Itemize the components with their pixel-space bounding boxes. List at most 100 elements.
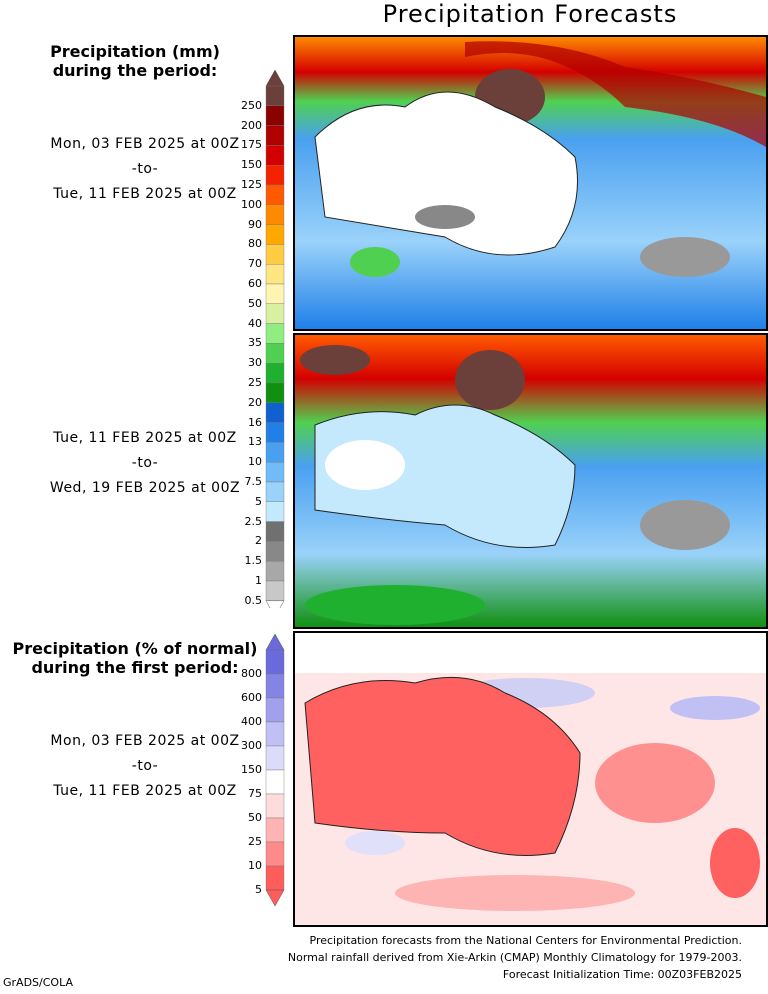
- precip-map-period1: [293, 35, 768, 331]
- precip-mm-swatch: [265, 244, 285, 265]
- period2-from: Tue, 11 FEB 2025 at 00Z: [53, 430, 237, 446]
- precip-map-period1-svg: [295, 37, 766, 329]
- precip-pct-swatch: [265, 697, 285, 723]
- precip-mm-swatch: [265, 481, 285, 502]
- precip-map-period2: [293, 333, 768, 629]
- precip-pct-swatch: [265, 817, 285, 843]
- precip-mm-swatch: [265, 224, 285, 245]
- precip-mm-tick-label: 40: [248, 316, 262, 330]
- precip-mm-tick-label: 25: [248, 376, 262, 389]
- precip-map-period2-svg: [295, 335, 766, 627]
- precip-mm-swatch: [265, 462, 285, 483]
- period1-to-word: -to-: [131, 161, 159, 177]
- precip-mm-tick-label: 1.5: [244, 554, 263, 568]
- precip-mm-tick-label: 175: [241, 138, 262, 152]
- precip-mm-swatch: [265, 501, 285, 522]
- precip-mm-tick-label: 10: [248, 455, 262, 469]
- precip-mm-swatch: [265, 402, 285, 423]
- precip-mm-swatch: [265, 85, 285, 106]
- precip-pct-tick-label: 5: [255, 883, 262, 896]
- precip-mm-tick-label: 200: [241, 118, 262, 132]
- precip-mm-swatch: [265, 164, 285, 186]
- precip-mm-tick-label: 90: [248, 217, 262, 231]
- page-title: Precipitation Forecasts: [382, 0, 678, 28]
- precip-mm-heading-line2: during the period:: [52, 61, 218, 80]
- precip-mm-tick-label: 30: [248, 356, 262, 370]
- precip-mm-colorbar: 250 200 175 150 125 100 90 80 70 60 50 40 35 30 25 20 16…: [236, 68, 296, 618]
- precip-pct-heading-line2: during the first period:: [31, 658, 239, 677]
- period1-to: Tue, 11 FEB 2025 at 00Z: [53, 186, 237, 202]
- precip-mm-swatch: [265, 343, 285, 364]
- precip-pct-swatch: [265, 769, 285, 795]
- period3-to-word: -to-: [131, 758, 159, 774]
- precip-pct-heading: Precipitation (% of normal) during the f…: [0, 639, 270, 677]
- precip-pct-swatch: [265, 649, 285, 675]
- precip-mm-swatch: [265, 521, 285, 542]
- precip-pct-tick-label: 10: [248, 859, 262, 872]
- precip-mm-tick-label: 60: [248, 277, 262, 290]
- precip-mm-swatch: [265, 283, 285, 304]
- precip-mm-tick-label: 35: [248, 336, 262, 350]
- footer-notes: Precipitation forecasts from the Nationa…: [42, 932, 742, 983]
- period3-from: Mon, 03 FEB 2025 at 00Z: [50, 733, 240, 749]
- precip-pct-heading-line1: Precipitation (% of normal): [12, 639, 258, 658]
- precip-mm-tick-label: 100: [241, 197, 262, 211]
- footer-line3: Forecast Initialization Time: 00Z03FEB20…: [502, 968, 742, 981]
- period3-dates: Mon, 03 FEB 2025 at 00Z -to- Tue, 11 FEB…: [20, 733, 270, 799]
- precip-mm-swatch: [265, 442, 285, 463]
- precip-mm-tick-label: 16: [248, 415, 262, 429]
- precip-pct-swatch: [265, 721, 285, 747]
- precip-mm-heading: Precipitation (mm) during the period:: [0, 42, 270, 80]
- precip-pct-bottom-arrow: [265, 889, 285, 907]
- precip-mm-swatch: [265, 580, 285, 601]
- precip-pct-swatch: [265, 673, 285, 699]
- precip-pct-tick-label: 75: [248, 787, 262, 800]
- precip-mm-tick-label: 7.5: [244, 475, 263, 488]
- precip-pct-tick-label: 300: [241, 739, 262, 752]
- precip-mm-swatch: [265, 323, 285, 344]
- precip-pct-swatch: [265, 793, 285, 819]
- precip-mm-tick-label: 250: [241, 98, 262, 112]
- precip-mm-bottom-arrow: [265, 600, 285, 618]
- period1-dates: Mon, 03 FEB 2025 at 00Z -to- Tue, 11 FEB…: [20, 136, 270, 202]
- precip-pct-tick-label: 600: [241, 691, 262, 704]
- precip-pct-colorbar: 800 600 400 300 150 75 50 25 10 5: [236, 632, 296, 917]
- precip-mm-tick-label: 1: [255, 574, 262, 587]
- precip-pct-map-svg: [295, 633, 766, 925]
- precip-pct-colorbar-svg: [265, 633, 285, 907]
- precip-mm-swatch: [265, 363, 285, 384]
- period2-dates: Tue, 11 FEB 2025 at 00Z -to- Wed, 19 FEB…: [20, 430, 270, 496]
- precip-pct-top-arrow: [265, 633, 285, 651]
- precip-mm-swatch: [265, 184, 285, 205]
- period2-to: Wed, 19 FEB 2025 at 00Z: [49, 480, 241, 496]
- precip-mm-swatch: [265, 382, 285, 403]
- grads-cola-label: GrADS/COLA: [3, 976, 73, 989]
- precip-mm-tick-label: 0.5: [244, 593, 263, 607]
- precip-mm-swatch: [265, 204, 285, 225]
- period2-to-word: -to-: [131, 455, 159, 471]
- precip-mm-tick-label: 125: [241, 178, 262, 191]
- precip-mm-swatch: [265, 422, 285, 443]
- precip-mm-tick-label: 2.5: [244, 514, 263, 528]
- footer-line2: Normal rainfall derived from Xie-Arkin (…: [287, 951, 742, 964]
- precip-mm-swatch: [265, 125, 285, 146]
- precip-pct-swatch: [265, 865, 285, 891]
- precip-mm-colorbar-svg: [265, 69, 285, 618]
- precip-pct-tick-label: 150: [241, 763, 262, 776]
- precip-mm-tick-label: 5: [255, 494, 262, 508]
- period1-from: Mon, 03 FEB 2025 at 00Z: [50, 136, 240, 152]
- precip-mm-swatch: [265, 541, 285, 562]
- precip-mm-heading-line1: Precipitation (mm): [50, 42, 220, 61]
- footer-line1: Precipitation forecasts from the Nationa…: [309, 934, 743, 947]
- precip-mm-swatch: [265, 263, 285, 285]
- precip-pct-swatch: [265, 841, 285, 867]
- precip-mm-swatch: [265, 561, 285, 582]
- precip-pct-swatch: [265, 745, 285, 771]
- precip-pct-tick-label: 25: [248, 835, 262, 848]
- precip-pct-tick-label: 800: [241, 667, 262, 680]
- precip-mm-swatch: [265, 105, 285, 126]
- precip-mm-top-arrow: [265, 69, 285, 87]
- precip-mm-swatch: [265, 303, 285, 324]
- precip-mm-tick-label: 80: [248, 237, 262, 251]
- precip-mm-tick-label: 70: [248, 257, 262, 271]
